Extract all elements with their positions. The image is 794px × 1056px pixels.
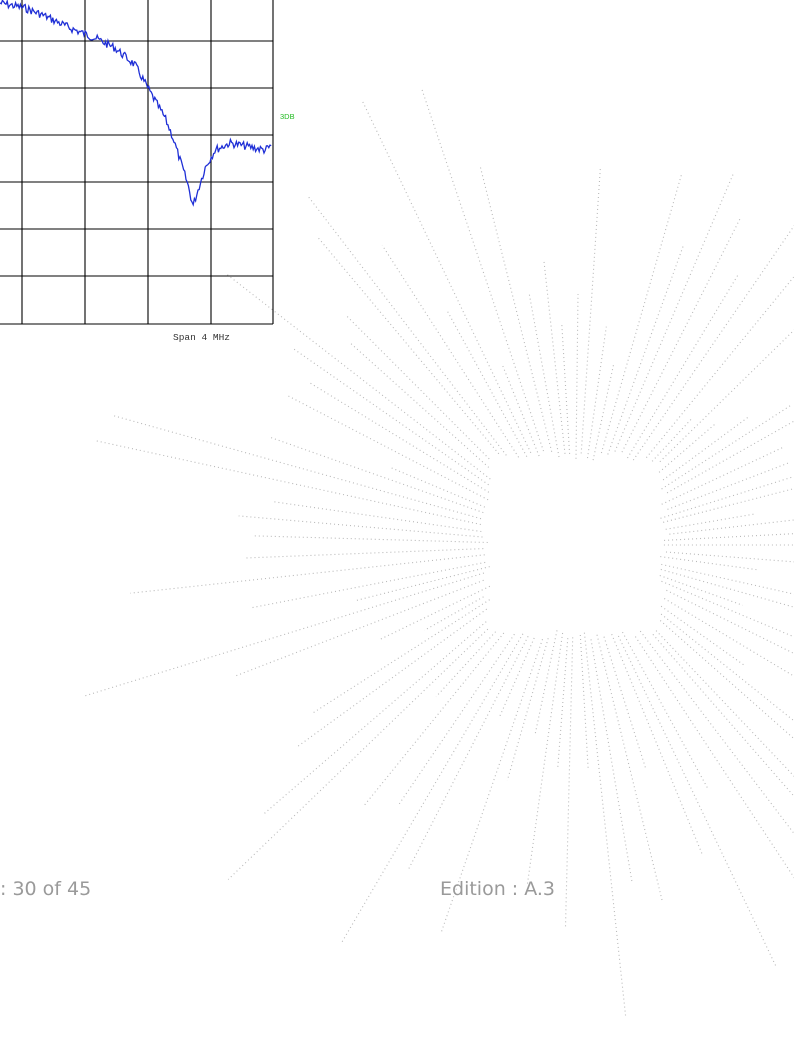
burst-ray xyxy=(603,636,647,770)
burst-ray xyxy=(632,224,794,461)
burst-ray xyxy=(661,404,793,490)
marker-3db-label: 3DB xyxy=(280,112,295,121)
burst-ray xyxy=(658,423,716,473)
spectrum-plot xyxy=(0,0,274,325)
burst-ray xyxy=(233,579,484,678)
burst-ray xyxy=(408,636,529,869)
burst-ray xyxy=(227,628,489,880)
burst-ray xyxy=(586,326,607,459)
burst-ray xyxy=(660,568,794,608)
burst-ray xyxy=(361,99,532,454)
burst-ray xyxy=(662,416,749,481)
burst-ray xyxy=(660,475,794,519)
burst-ray xyxy=(669,519,794,535)
burst-ray xyxy=(316,235,500,455)
burst-ray xyxy=(446,310,528,457)
burst-ray xyxy=(645,275,794,458)
burst-ray xyxy=(660,605,745,666)
burst-ray xyxy=(621,218,741,453)
burst-ray xyxy=(664,598,794,677)
burst-ray xyxy=(83,572,485,697)
burst-ray xyxy=(389,466,486,508)
burst-ray xyxy=(596,634,664,903)
burst-ray xyxy=(664,533,794,541)
burst-ray xyxy=(498,637,535,719)
burst-ray xyxy=(580,168,601,454)
burst-ray xyxy=(592,362,615,461)
burst-ray xyxy=(655,630,794,777)
burst-ray xyxy=(96,440,481,526)
burst-ray xyxy=(564,637,574,928)
burst-ray xyxy=(313,599,490,714)
burst-ray xyxy=(245,548,484,559)
burst-ray xyxy=(561,322,571,454)
burst-ray xyxy=(435,631,497,698)
burst-ray xyxy=(363,632,505,807)
burst-ray xyxy=(667,461,791,510)
burst-ray xyxy=(111,414,482,520)
burst-ray xyxy=(251,561,486,609)
burst-ray xyxy=(659,620,794,740)
burst-ray xyxy=(583,632,627,1016)
burst-ray xyxy=(634,636,794,879)
burst-ray xyxy=(665,551,794,563)
burst-ray xyxy=(355,566,490,602)
burst-ray xyxy=(575,293,579,459)
burst-ray xyxy=(590,639,633,884)
page-number: : 30 of 45 xyxy=(0,878,92,900)
burst-ray xyxy=(579,634,589,770)
burst-ray xyxy=(652,634,794,798)
burst-ray xyxy=(661,563,794,595)
burst-ray xyxy=(607,243,685,455)
burst-ray xyxy=(663,488,794,523)
burst-ray xyxy=(622,631,709,790)
burst-ray xyxy=(600,174,682,454)
burst-ray xyxy=(224,272,491,480)
burst-ray xyxy=(666,589,794,655)
burst-ray xyxy=(659,574,743,606)
burst-ray xyxy=(611,633,704,856)
burst-ray xyxy=(661,446,784,505)
burst-ray xyxy=(534,630,558,735)
burst-ray xyxy=(238,515,483,538)
burst-ray xyxy=(614,174,734,452)
burst-ray xyxy=(424,596,484,631)
burst-ray xyxy=(526,632,564,886)
burst-ray xyxy=(262,621,487,815)
burst-ray xyxy=(557,638,569,769)
burst-ray xyxy=(287,395,489,501)
burst-ray xyxy=(421,89,545,452)
burst-ray xyxy=(350,342,490,468)
edition-label: Edition : A.3 xyxy=(440,878,556,900)
burst-ray xyxy=(130,554,485,594)
burst-ray xyxy=(651,419,692,462)
burst-ray xyxy=(639,630,794,835)
burst-ray xyxy=(379,585,491,640)
burst-ray xyxy=(291,347,489,486)
burst-ray xyxy=(665,513,755,530)
burst-ray xyxy=(268,436,484,514)
burst-ray xyxy=(506,638,549,781)
burst-ray xyxy=(251,535,488,544)
burst-ray xyxy=(271,500,482,533)
burst-ray xyxy=(479,166,553,452)
burst-ray xyxy=(397,633,515,807)
burst-ray xyxy=(661,580,794,638)
burst-ray xyxy=(528,291,560,458)
plot-grid xyxy=(0,0,274,325)
burst-ray xyxy=(659,329,794,463)
burst-ray xyxy=(307,195,507,456)
burst-ray xyxy=(617,635,777,967)
burst-ray xyxy=(660,556,758,571)
burst-ray xyxy=(308,381,490,493)
burst-ray xyxy=(346,315,490,460)
burst-ray xyxy=(543,261,566,454)
burst-ray xyxy=(297,608,488,747)
burst-ray xyxy=(666,420,794,494)
spectrum-trace xyxy=(0,0,272,207)
burst-ray xyxy=(501,364,540,457)
span-label: Span 4 MHz xyxy=(173,332,231,343)
